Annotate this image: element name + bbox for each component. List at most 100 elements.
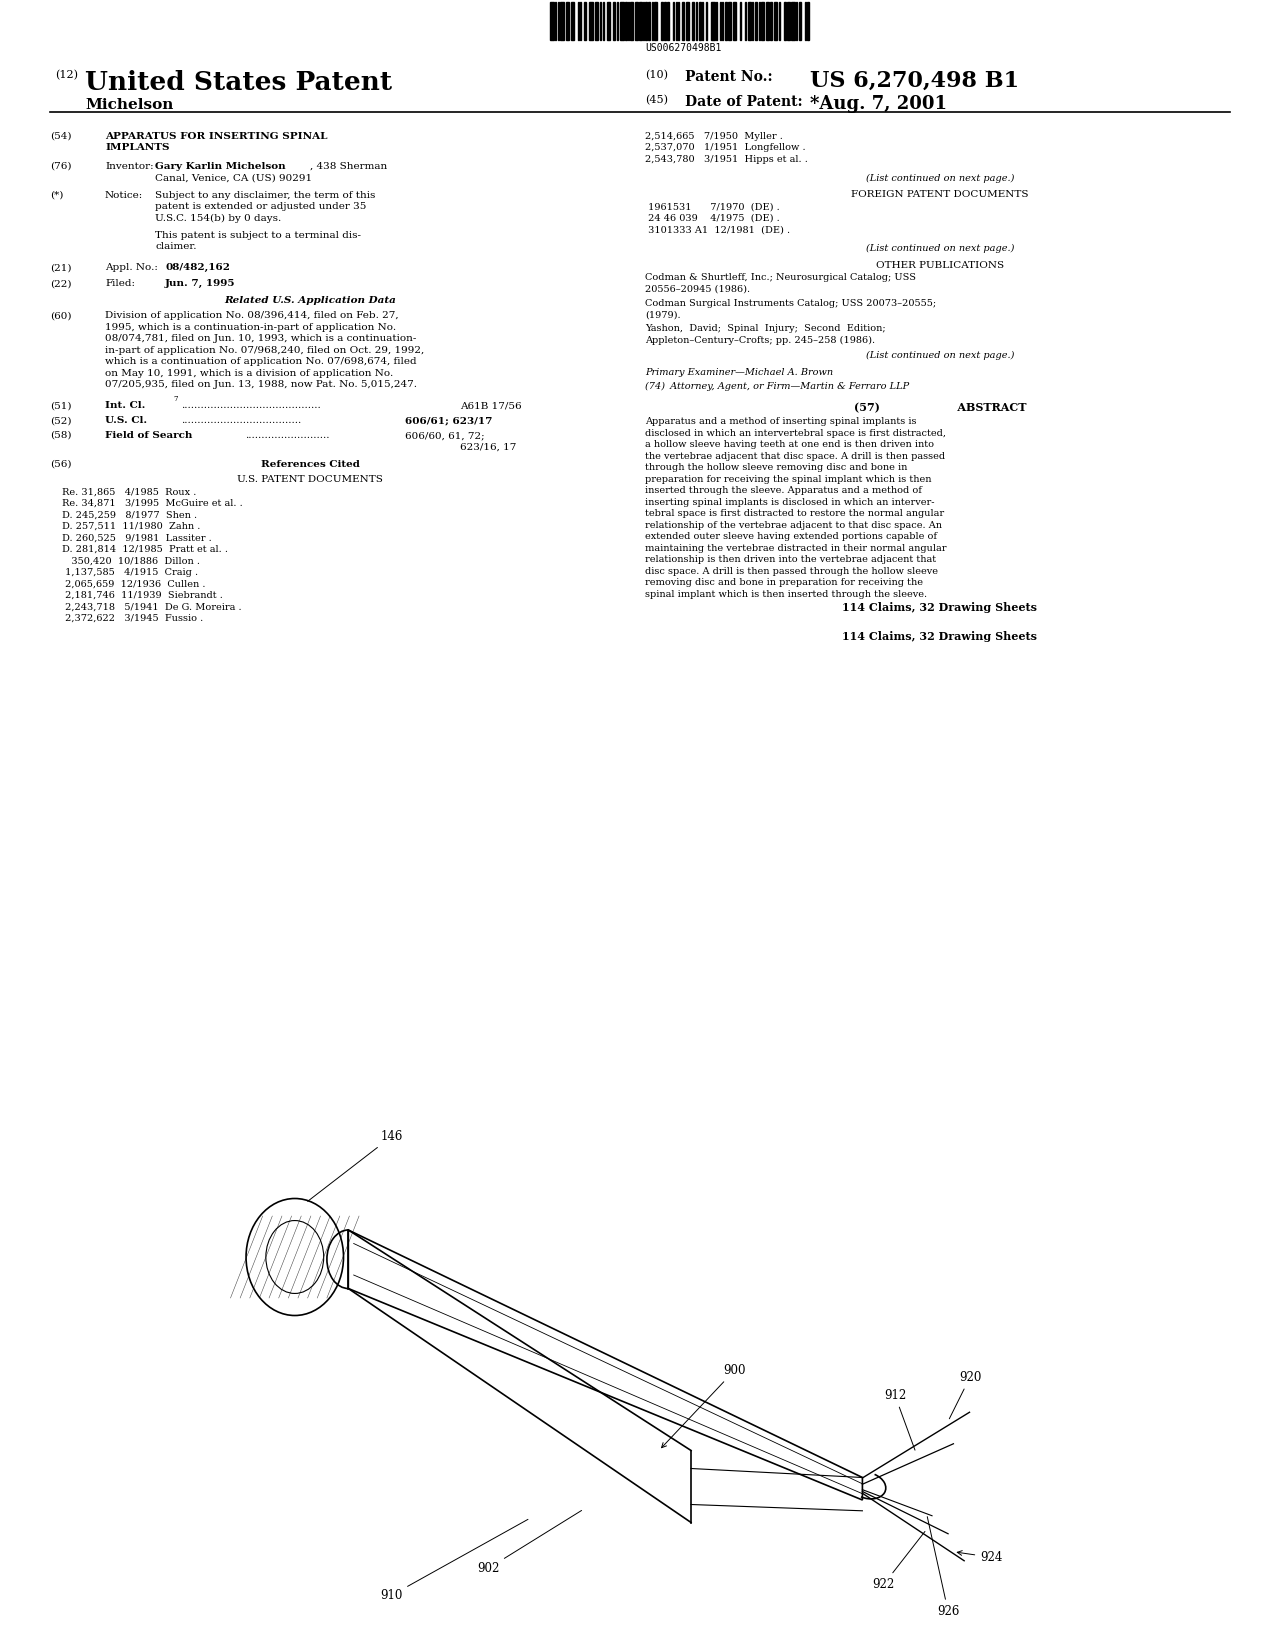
Text: (21): (21) (50, 262, 71, 272)
Text: Re. 31,865   4/1985  Roux .: Re. 31,865 4/1985 Roux . (62, 487, 196, 497)
Text: (76): (76) (50, 162, 71, 172)
Text: 912: 912 (884, 1389, 915, 1450)
Text: ...........................................: ........................................… (181, 401, 321, 411)
Text: 1961531      7/1970  (DE) .: 1961531 7/1970 (DE) . (645, 203, 780, 211)
Text: 3101333 A1  12/1981  (DE) .: 3101333 A1 12/1981 (DE) . (645, 224, 790, 234)
Text: 924: 924 (958, 1551, 1002, 1564)
Text: 2,543,780   3/1951  Hipps et al. .: 2,543,780 3/1951 Hipps et al. . (645, 155, 808, 163)
Text: 2,065,659  12/1936  Cullen .: 2,065,659 12/1936 Cullen . (62, 579, 205, 589)
Text: 910: 910 (380, 1520, 528, 1602)
Text: 2,537,070   1/1951  Longfellow .: 2,537,070 1/1951 Longfellow . (645, 144, 806, 152)
Text: 08/482,162: 08/482,162 (164, 262, 230, 272)
Text: (51): (51) (50, 401, 71, 411)
Text: Apparatus and a method of inserting spinal implants is: Apparatus and a method of inserting spin… (645, 417, 917, 426)
Text: 146: 146 (307, 1130, 403, 1201)
Text: D. 257,511  11/1980  Zahn .: D. 257,511 11/1980 Zahn . (62, 521, 200, 531)
Bar (589, 2, 593, 40)
Text: 606/61; 623/17: 606/61; 623/17 (405, 416, 492, 426)
Text: in-part of application No. 07/968,240, filed on Oct. 29, 1992,: in-part of application No. 07/968,240, f… (105, 346, 425, 355)
Text: tebral space is first distracted to restore the normal angular: tebral space is first distracted to rest… (645, 510, 944, 518)
Text: spinal implant which is then inserted through the sleeve.: spinal implant which is then inserted th… (645, 589, 927, 599)
Text: D. 281,814  12/1985  Pratt et al. .: D. 281,814 12/1985 Pratt et al. . (62, 544, 228, 554)
Text: through the hollow sleeve removing disc and bone in: through the hollow sleeve removing disc … (645, 464, 908, 472)
Text: 900: 900 (662, 1365, 746, 1447)
Text: Filed:: Filed: (105, 279, 135, 289)
Bar (774, 2, 778, 40)
Text: Michelson: Michelson (85, 97, 173, 112)
Bar (635, 2, 638, 40)
Text: Codman Surgical Instruments Catalog; USS 20073–20555;: Codman Surgical Instruments Catalog; USS… (645, 299, 936, 309)
Text: 2,181,746  11/1939  Siebrandt .: 2,181,746 11/1939 Siebrandt . (62, 591, 223, 601)
Text: (10): (10) (645, 69, 668, 81)
Text: Int. Cl.: Int. Cl. (105, 401, 145, 411)
Text: Yashon,  David;  Spinal  Injury;  Second  Edition;: Yashon, David; Spinal Injury; Second Edi… (645, 323, 886, 333)
Text: (56): (56) (50, 460, 71, 469)
Bar (724, 2, 727, 40)
Text: US 6,270,498 B1: US 6,270,498 B1 (810, 69, 1019, 92)
Text: relationship is then driven into the vertebrae adjacent that: relationship is then driven into the ver… (645, 554, 936, 564)
Bar (667, 2, 669, 40)
Text: on May 10, 1991, which is a division of application No.: on May 10, 1991, which is a division of … (105, 370, 393, 378)
Text: References Cited: References Cited (260, 460, 360, 469)
Bar (766, 2, 769, 40)
Bar (710, 2, 714, 40)
Bar (630, 2, 632, 40)
Text: (45): (45) (645, 96, 668, 106)
Text: 114 Claims, 32 Drawing Sheets: 114 Claims, 32 Drawing Sheets (843, 602, 1038, 614)
Text: 623/16, 17: 623/16, 17 (460, 442, 516, 452)
Text: (List continued on next page.): (List continued on next page.) (866, 350, 1014, 360)
Bar (621, 2, 623, 40)
Text: Primary Examiner—Michael A. Brown: Primary Examiner—Michael A. Brown (645, 368, 833, 376)
Text: This patent is subject to a terminal dis-: This patent is subject to a terminal dis… (156, 231, 361, 239)
Text: (57)                    ABSTRACT: (57) ABSTRACT (854, 403, 1026, 412)
Text: Notice:: Notice: (105, 191, 143, 200)
Text: D. 245,259   8/1977  Shen .: D. 245,259 8/1977 Shen . (62, 510, 198, 520)
Text: 07/205,935, filed on Jun. 13, 1988, now Pat. No. 5,015,247.: 07/205,935, filed on Jun. 13, 1988, now … (105, 381, 417, 389)
Text: (1979).: (1979). (645, 310, 681, 318)
Text: Field of Search: Field of Search (105, 431, 193, 441)
Text: 20556–20945 (1986).: 20556–20945 (1986). (645, 285, 750, 294)
Text: Codman & Shurtleff, Inc.; Neurosurgical Catalog; USS: Codman & Shurtleff, Inc.; Neurosurgical … (645, 274, 915, 282)
Text: patent is extended or adjusted under 35: patent is extended or adjusted under 35 (156, 203, 366, 211)
Text: U.S.C. 154(b) by 0 days.: U.S.C. 154(b) by 0 days. (156, 213, 282, 223)
Text: 114 Claims, 32 Drawing Sheets: 114 Claims, 32 Drawing Sheets (843, 632, 1038, 642)
Bar (560, 2, 564, 40)
Text: (22): (22) (50, 279, 71, 289)
Text: OTHER PUBLICATIONS: OTHER PUBLICATIONS (876, 261, 1005, 271)
Text: (58): (58) (50, 431, 71, 441)
Bar (613, 2, 616, 40)
Bar (761, 2, 764, 40)
Bar (770, 2, 773, 40)
Text: 2,514,665   7/1950  Myller .: 2,514,665 7/1950 Myller . (645, 132, 783, 140)
Text: relationship of the vertebrae adjacent to that disc space. An: relationship of the vertebrae adjacent t… (645, 521, 942, 530)
Bar (792, 2, 794, 40)
Bar (639, 2, 641, 40)
Bar (584, 2, 586, 40)
Text: inserted through the sleeve. Apparatus and a method of: inserted through the sleeve. Apparatus a… (645, 487, 922, 495)
Bar (748, 2, 751, 40)
Text: Subject to any disclaimer, the term of this: Subject to any disclaimer, the term of t… (156, 191, 375, 200)
Text: US006270498B1: US006270498B1 (645, 43, 722, 53)
Text: (60): (60) (50, 312, 71, 320)
Text: maintaining the vertebrae distracted in their normal angular: maintaining the vertebrae distracted in … (645, 544, 946, 553)
Text: (52): (52) (50, 416, 71, 426)
Text: (54): (54) (50, 132, 71, 140)
Text: U.S. Cl.: U.S. Cl. (105, 416, 147, 426)
Text: disclosed in which an intervertebral space is first distracted,: disclosed in which an intervertebral spa… (645, 429, 946, 437)
Text: APPARATUS FOR INSERTING SPINAL: APPARATUS FOR INSERTING SPINAL (105, 132, 328, 140)
Text: preparation for receiving the spinal implant which is then: preparation for receiving the spinal imp… (645, 475, 932, 483)
Text: inserting spinal implants is disclosed in which an interver-: inserting spinal implants is disclosed i… (645, 498, 935, 507)
Bar (733, 2, 736, 40)
Text: 2,372,622   3/1945  Fussio .: 2,372,622 3/1945 Fussio . (62, 614, 203, 622)
Text: Division of application No. 08/396,414, filed on Feb. 27,: Division of application No. 08/396,414, … (105, 312, 399, 320)
Text: 350,420  10/1886  Dillon .: 350,420 10/1886 Dillon . (62, 556, 200, 566)
Text: Appl. No.:: Appl. No.: (105, 262, 158, 272)
Bar (571, 2, 574, 40)
Text: (List continued on next page.): (List continued on next page.) (866, 173, 1014, 183)
Text: Related U.S. Application Data: Related U.S. Application Data (224, 297, 397, 305)
Bar (566, 2, 569, 40)
Text: extended outer sleeve having extended portions capable of: extended outer sleeve having extended po… (645, 533, 937, 541)
Text: 926: 926 (927, 1516, 959, 1617)
Bar (595, 2, 598, 40)
Text: claimer.: claimer. (156, 243, 196, 251)
